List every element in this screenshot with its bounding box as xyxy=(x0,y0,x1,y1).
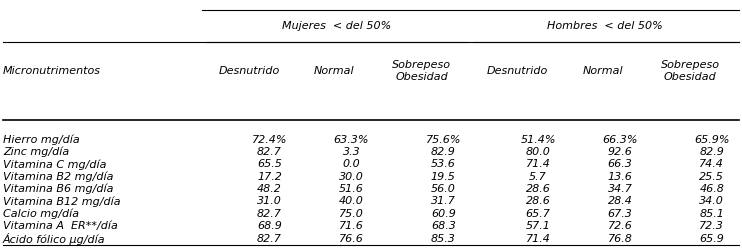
Text: 66.3: 66.3 xyxy=(608,160,632,170)
Text: 57.1: 57.1 xyxy=(525,221,551,231)
Text: 72.4%: 72.4% xyxy=(252,135,287,145)
Text: 28.6: 28.6 xyxy=(525,184,551,194)
Text: 68.9: 68.9 xyxy=(257,221,282,231)
Text: 40.0: 40.0 xyxy=(339,196,364,206)
Text: 75.0: 75.0 xyxy=(339,209,364,219)
Text: Hierro mg/día: Hierro mg/día xyxy=(3,134,79,145)
Text: Hombres  < del 50%: Hombres < del 50% xyxy=(547,21,663,31)
Text: Zinc mg/día: Zinc mg/día xyxy=(3,147,69,157)
Text: 76.6: 76.6 xyxy=(339,234,364,243)
Text: 34.0: 34.0 xyxy=(700,196,724,206)
Text: 71.4: 71.4 xyxy=(525,234,551,243)
Text: 46.8: 46.8 xyxy=(700,184,724,194)
Text: Vitamina C mg/día: Vitamina C mg/día xyxy=(3,159,106,170)
Text: 17.2: 17.2 xyxy=(257,172,282,182)
Text: 13.6: 13.6 xyxy=(608,172,632,182)
Text: Sobrepeso
Obesidad: Sobrepeso Obesidad xyxy=(393,60,451,82)
Text: Sobrepeso
Obesidad: Sobrepeso Obesidad xyxy=(661,60,720,82)
Text: 19.5: 19.5 xyxy=(431,172,456,182)
Text: 3.3: 3.3 xyxy=(343,147,361,157)
Text: 92.6: 92.6 xyxy=(608,147,632,157)
Text: 28.4: 28.4 xyxy=(608,196,632,206)
Text: 0.0: 0.0 xyxy=(343,160,361,170)
Text: Vitamina B6 mg/día: Vitamina B6 mg/día xyxy=(3,184,114,194)
Text: 31.7: 31.7 xyxy=(431,196,456,206)
Text: 30.0: 30.0 xyxy=(339,172,364,182)
Text: 28.6: 28.6 xyxy=(525,196,551,206)
Text: Vitamina B2 mg/día: Vitamina B2 mg/día xyxy=(3,172,114,182)
Text: 67.3: 67.3 xyxy=(608,209,632,219)
Text: 56.0: 56.0 xyxy=(431,184,456,194)
Text: 82.9: 82.9 xyxy=(700,147,724,157)
Text: Vitamina B12 mg/día: Vitamina B12 mg/día xyxy=(3,196,120,207)
Text: Desnutrido: Desnutrido xyxy=(487,66,548,76)
Text: 48.2: 48.2 xyxy=(257,184,282,194)
Text: 76.8: 76.8 xyxy=(608,234,632,243)
Text: Calcio mg/día: Calcio mg/día xyxy=(3,208,79,219)
Text: 65.5: 65.5 xyxy=(257,160,282,170)
Text: 68.3: 68.3 xyxy=(431,221,456,231)
Text: 82.9: 82.9 xyxy=(431,147,456,157)
Text: 31.0: 31.0 xyxy=(257,196,282,206)
Text: 82.7: 82.7 xyxy=(257,234,282,243)
Text: 5.7: 5.7 xyxy=(529,172,547,182)
Text: 80.0: 80.0 xyxy=(525,147,551,157)
Text: 72.3: 72.3 xyxy=(700,221,724,231)
Text: 72.6: 72.6 xyxy=(608,221,632,231)
Text: 51.6: 51.6 xyxy=(339,184,364,194)
Text: 66.3%: 66.3% xyxy=(603,135,637,145)
Text: 65.9: 65.9 xyxy=(700,234,724,243)
Text: 74.4: 74.4 xyxy=(700,160,724,170)
Text: 25.5: 25.5 xyxy=(700,172,724,182)
Text: 65.7: 65.7 xyxy=(525,209,551,219)
Text: Ácido fólico μg/día: Ácido fólico μg/día xyxy=(3,232,105,244)
Text: Vitamina A  ER**/día: Vitamina A ER**/día xyxy=(3,221,118,231)
Text: 82.7: 82.7 xyxy=(257,209,282,219)
Text: 60.9: 60.9 xyxy=(431,209,456,219)
Text: Normal: Normal xyxy=(314,66,355,76)
Text: Micronutrimentos: Micronutrimentos xyxy=(3,66,101,76)
Text: Normal: Normal xyxy=(582,66,623,76)
Text: 51.4%: 51.4% xyxy=(520,135,556,145)
Text: 53.6: 53.6 xyxy=(431,160,456,170)
Text: 63.3%: 63.3% xyxy=(334,135,369,145)
Text: 34.7: 34.7 xyxy=(608,184,632,194)
Text: 82.7: 82.7 xyxy=(257,147,282,157)
Text: 75.6%: 75.6% xyxy=(426,135,461,145)
Text: Mujeres  < del 50%: Mujeres < del 50% xyxy=(282,21,391,31)
Text: 71.6: 71.6 xyxy=(339,221,364,231)
Text: Desnutrido: Desnutrido xyxy=(218,66,280,76)
Text: 65.9%: 65.9% xyxy=(694,135,729,145)
Text: 71.4: 71.4 xyxy=(525,160,551,170)
Text: 85.1: 85.1 xyxy=(700,209,724,219)
Text: 85.3: 85.3 xyxy=(431,234,456,243)
